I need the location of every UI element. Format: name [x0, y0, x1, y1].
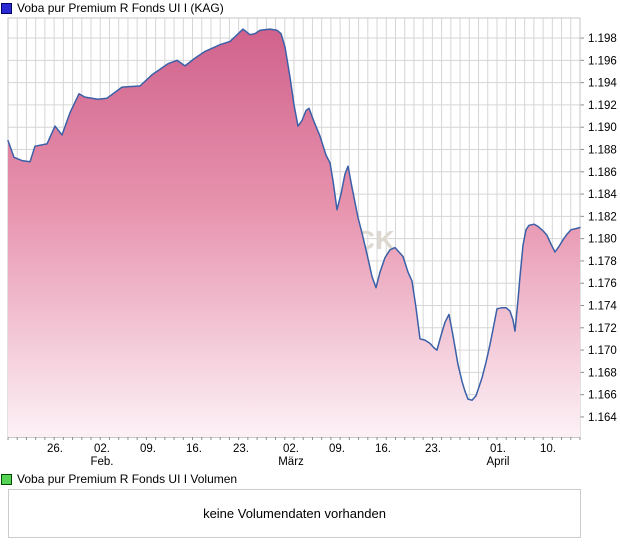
y-tick-label: 1.180	[588, 234, 617, 246]
y-tick-label: 1.166	[588, 390, 617, 402]
y-tick-label: 1.188	[588, 144, 617, 156]
volume-legend-swatch	[1, 474, 12, 485]
y-tick-label: 1.168	[588, 367, 617, 379]
y-tick-label: 1.192	[588, 100, 617, 112]
x-tick-month-label: Feb.	[90, 456, 113, 468]
y-tick-label: 1.176	[588, 278, 617, 290]
volume-panel: keine Volumendaten vorhanden	[8, 489, 581, 538]
y-axis: 1.198 1.196 1.194 1.192 1.190 1.188 1.186 1.184…	[580, 33, 617, 424]
price-chart-area: 1.198 1.196 1.194 1.192 1.190 1.188 1.186 1.184…	[0, 0, 620, 470]
x-tick-label: 09.	[329, 443, 345, 455]
y-tick-label: 1.172	[588, 323, 617, 335]
x-tick-label: 26.	[47, 443, 63, 455]
price-line	[7, 28, 581, 401]
y-tick-label: 1.170	[588, 345, 617, 357]
y-tick-label: 1.196	[588, 55, 617, 67]
volume-legend: Voba pur Premium R Fonds UI I Volumen	[1, 473, 237, 486]
x-tick-label: 09.	[140, 443, 156, 455]
price-legend: Voba pur Premium R Fonds UI I (KAG)	[1, 2, 224, 15]
x-tick-label: 16.	[375, 443, 391, 455]
y-tick-label: 1.182	[588, 211, 617, 223]
x-tick-label: 02.	[94, 443, 110, 455]
volume-legend-label: Voba pur Premium R Fonds UI I Volumen	[17, 472, 238, 486]
x-tick-label: 16.	[186, 443, 202, 455]
x-tick-label: 23.	[233, 443, 249, 455]
price-chart[interactable]: 1.198 1.196 1.194 1.192 1.190 1.188 1.186 1.184…	[0, 0, 620, 470]
y-tick-label: 1.186	[588, 167, 617, 179]
x-tick-label: 02.	[283, 443, 299, 455]
price-area	[8, 29, 580, 437]
y-tick-label: 1.164	[588, 412, 617, 424]
price-legend-label: Voba pur Premium R Fonds UI I (KAG)	[17, 1, 224, 15]
y-tick-label: 1.184	[588, 189, 617, 201]
x-tick-label: 01.	[490, 443, 506, 455]
volume-empty-message: keine Volumendaten vorhanden	[203, 506, 386, 521]
y-tick-label: 1.178	[588, 256, 617, 268]
x-tick-label: 23.	[425, 443, 441, 455]
x-tick-label: 10.	[540, 443, 556, 455]
price-legend-swatch	[1, 3, 12, 14]
y-tick-label: 1.198	[588, 33, 617, 45]
x-tick-month-label: April	[486, 456, 509, 468]
y-tick-label: 1.194	[588, 78, 617, 90]
y-tick-label: 1.174	[588, 301, 617, 313]
x-tick-month-label: März	[278, 456, 304, 468]
y-tick-label: 1.190	[588, 122, 617, 134]
